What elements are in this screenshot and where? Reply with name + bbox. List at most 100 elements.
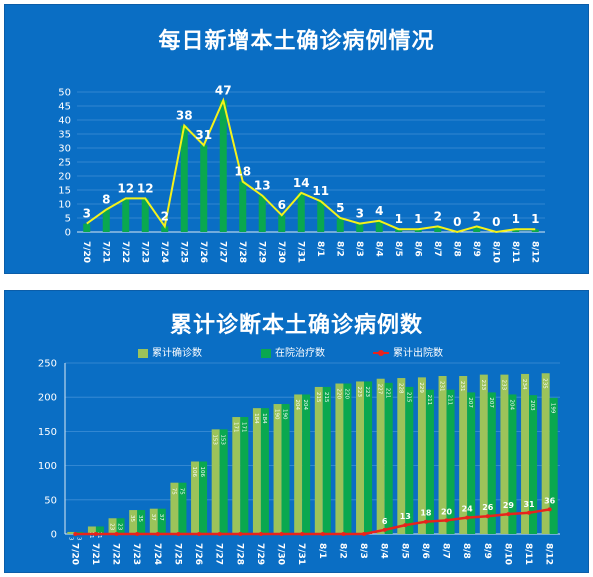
discharged-point bbox=[73, 532, 78, 536]
data-label-cumulative: 153 bbox=[212, 434, 218, 445]
bar bbox=[375, 220, 383, 232]
bar bbox=[161, 226, 169, 232]
legend-item-cumulative: 累计确诊数 bbox=[138, 344, 202, 359]
data-label-cumulative: 234 bbox=[521, 379, 527, 390]
data-label-in-hospital: 23 bbox=[117, 523, 123, 530]
x-tick-label: 8/4 bbox=[373, 241, 383, 257]
data-label: 2 bbox=[161, 209, 169, 223]
bar-cumulative bbox=[252, 408, 261, 534]
data-label-in-hospital: 106 bbox=[199, 466, 205, 477]
data-label-in-hospital: 215 bbox=[405, 392, 411, 403]
bar bbox=[414, 229, 422, 232]
data-label-in-hospital: 215 bbox=[323, 392, 329, 403]
x-tick-label: 8/10 bbox=[490, 241, 500, 263]
y-tick-label: 15 bbox=[58, 186, 71, 197]
x-tick-label: 8/6 bbox=[412, 241, 422, 257]
data-label-in-hospital: 211 bbox=[447, 395, 453, 406]
discharged-point bbox=[465, 515, 470, 520]
x-tick-label: 7/31 bbox=[295, 241, 305, 263]
bar bbox=[297, 192, 305, 232]
bar bbox=[200, 145, 208, 232]
data-label-discharged: 13 bbox=[400, 512, 411, 521]
discharged-point bbox=[362, 532, 367, 536]
y-tick-label: 250 bbox=[38, 359, 57, 370]
x-tick-label: 8/9 bbox=[482, 543, 492, 559]
bar-cumulative bbox=[294, 394, 303, 534]
bar-cumulative bbox=[170, 482, 179, 534]
data-label: 1 bbox=[414, 212, 422, 226]
bar-in-hospital bbox=[529, 395, 538, 534]
bar-cumulative bbox=[397, 378, 406, 534]
data-label-cumulative: 171 bbox=[232, 422, 238, 433]
bar-in-hospital bbox=[425, 389, 434, 534]
bar-in-hospital bbox=[405, 386, 414, 534]
data-label: 31 bbox=[195, 128, 212, 142]
discharged-point bbox=[527, 510, 532, 515]
x-tick-label: 8/8 bbox=[461, 543, 471, 559]
data-label-discharged: 36 bbox=[544, 496, 556, 505]
bar-in-hospital bbox=[240, 417, 249, 534]
x-tick-label: 8/7 bbox=[432, 241, 442, 257]
data-label: 0 bbox=[492, 215, 500, 229]
data-label: 18 bbox=[234, 165, 251, 179]
data-label: 6 bbox=[278, 198, 286, 212]
bar-cumulative bbox=[376, 378, 385, 534]
bar-in-hospital bbox=[137, 510, 146, 534]
data-label-in-hospital: 211 bbox=[426, 395, 432, 406]
bar bbox=[219, 100, 227, 233]
x-tick-label: 8/6 bbox=[420, 543, 430, 559]
chart-title: 每日新增本土确诊病例情况 bbox=[158, 29, 435, 54]
bar bbox=[102, 209, 110, 232]
data-label-cumulative: 75 bbox=[170, 488, 176, 495]
data-label-discharged: 18 bbox=[420, 509, 432, 518]
bar-in-hospital bbox=[446, 389, 455, 534]
x-tick-label: 8/3 bbox=[358, 543, 368, 559]
bar-cumulative bbox=[417, 377, 426, 534]
bar-in-hospital bbox=[260, 408, 269, 534]
data-label: 8 bbox=[102, 193, 110, 207]
y-tick-label: 45 bbox=[58, 102, 71, 113]
bar-cumulative bbox=[335, 383, 344, 534]
legend-item-discharged: 累计出院数 bbox=[373, 344, 443, 359]
data-label: 3 bbox=[356, 207, 364, 221]
data-label-in-hospital: 207 bbox=[488, 397, 494, 408]
x-tick-label: 7/23 bbox=[139, 241, 149, 263]
bar bbox=[531, 229, 539, 232]
bar-cumulative bbox=[149, 508, 158, 534]
bar-in-hospital bbox=[199, 461, 208, 534]
x-tick-label: 7/22 bbox=[111, 543, 121, 565]
x-tick-label: 8/5 bbox=[393, 241, 403, 257]
data-label-cumulative: 229 bbox=[418, 382, 424, 393]
x-tick-label: 7/26 bbox=[193, 543, 203, 565]
bar-cumulative bbox=[191, 461, 200, 534]
x-tick-label: 7/28 bbox=[237, 241, 247, 263]
discharged-point bbox=[217, 532, 222, 536]
bar bbox=[336, 218, 344, 232]
data-label-cumulative: 35 bbox=[129, 515, 135, 522]
x-tick-label: 8/1 bbox=[317, 543, 327, 559]
discharged-point bbox=[423, 519, 428, 524]
data-label: 12 bbox=[117, 181, 134, 195]
x-tick-label: 8/3 bbox=[354, 241, 364, 257]
discharged-point bbox=[547, 507, 552, 512]
bar-cumulative bbox=[438, 375, 447, 534]
x-tick-label: 8/12 bbox=[544, 543, 554, 565]
bar-cumulative bbox=[211, 429, 220, 534]
data-label-in-hospital: 75 bbox=[178, 488, 184, 495]
bar-in-hospital bbox=[95, 526, 104, 534]
data-label-in-hospital: 221 bbox=[385, 388, 391, 399]
bar bbox=[141, 198, 149, 232]
data-label-in-hospital: 203 bbox=[529, 400, 535, 411]
x-tick-label: 8/1 bbox=[315, 241, 325, 257]
discharged-point bbox=[258, 532, 263, 536]
x-tick-label: 7/29 bbox=[256, 241, 266, 263]
bar-in-hospital bbox=[487, 392, 496, 534]
x-tick-label: 7/30 bbox=[276, 543, 286, 565]
bar bbox=[83, 223, 91, 232]
y-tick-label: 150 bbox=[38, 427, 57, 438]
legend-swatch bbox=[261, 348, 271, 358]
y-tick-label: 25 bbox=[58, 158, 71, 169]
legend: 累计确诊数 在院治疗数 累计出院数 bbox=[5, 344, 588, 359]
bar-in-hospital bbox=[302, 394, 311, 534]
